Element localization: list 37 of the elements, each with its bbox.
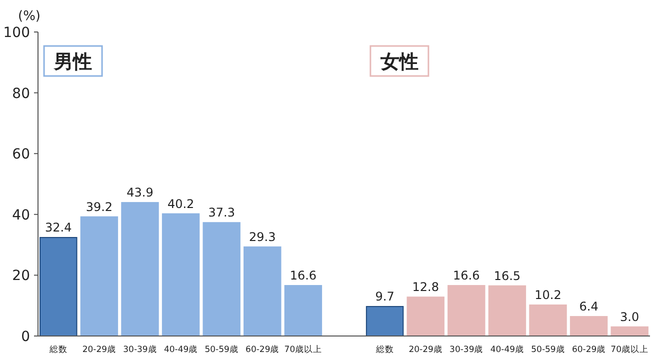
data-label: 9.7 xyxy=(375,290,394,304)
x-tick-label: 20-29歳 xyxy=(408,344,442,355)
data-label: 29.3 xyxy=(249,230,276,244)
data-label: 10.2 xyxy=(534,288,562,302)
x-tick-label: 20-29歳 xyxy=(82,344,116,355)
y-tick-label: 20 xyxy=(12,268,30,284)
data-label: 3.0 xyxy=(620,310,640,324)
x-tick-label: 60-29歳 xyxy=(572,344,606,355)
x-tick-label: 50-59歳 xyxy=(204,344,238,355)
data-label: 6.4 xyxy=(579,300,598,314)
data-label: 12.8 xyxy=(412,280,439,294)
x-tick-label: 30-39歳 xyxy=(123,344,157,355)
x-tick-label: 40-49歳 xyxy=(490,344,524,355)
data-label: 16.5 xyxy=(494,268,521,283)
y-tick-label: 40 xyxy=(12,207,30,224)
x-tick-label: 総数 xyxy=(374,344,394,355)
data-label: 16.6 xyxy=(290,268,317,283)
data-label: 43.9 xyxy=(126,186,154,200)
x-tick-label: 60-29歳 xyxy=(246,344,280,355)
y-tick-label: 0 xyxy=(21,329,30,345)
data-label: 32.4 xyxy=(45,220,72,235)
y-tick-label: 80 xyxy=(12,86,30,102)
data-label: 40.2 xyxy=(167,196,194,211)
x-tick-label: 70歳以上 xyxy=(610,344,649,355)
annotation: 男性 xyxy=(53,51,92,73)
x-tick-label: 50-59歳 xyxy=(531,344,565,355)
x-tick-label: 30-39歳 xyxy=(450,344,484,355)
y-tick-label: 100 xyxy=(3,25,30,41)
x-tick-label: 70歳以上 xyxy=(284,344,322,355)
x-tick-label: 総数 xyxy=(48,344,68,355)
data-label: 16.6 xyxy=(453,268,480,283)
annotation: 女性 xyxy=(379,51,418,73)
x-tick-label: 40-49歳 xyxy=(164,344,198,355)
data-label: 37.3 xyxy=(208,206,235,220)
data-label: 39.2 xyxy=(86,200,113,214)
y-axis-title: (%) xyxy=(18,9,40,24)
y-tick-label: 60 xyxy=(12,146,30,163)
